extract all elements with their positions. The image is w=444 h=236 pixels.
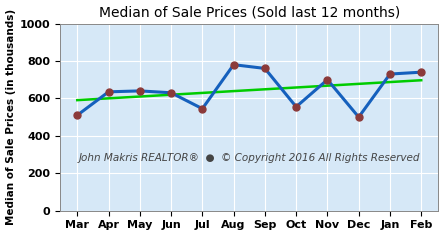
Text: John Makris REALTOR®  ●  © Copyright 2016 All Rights Reserved: John Makris REALTOR® ● © Copyright 2016 …: [79, 153, 420, 163]
Y-axis label: Median of Sale Prices (in thousands): Median of Sale Prices (in thousands): [6, 9, 16, 225]
Title: Median of Sale Prices (Sold last 12 months): Median of Sale Prices (Sold last 12 mont…: [99, 6, 400, 20]
